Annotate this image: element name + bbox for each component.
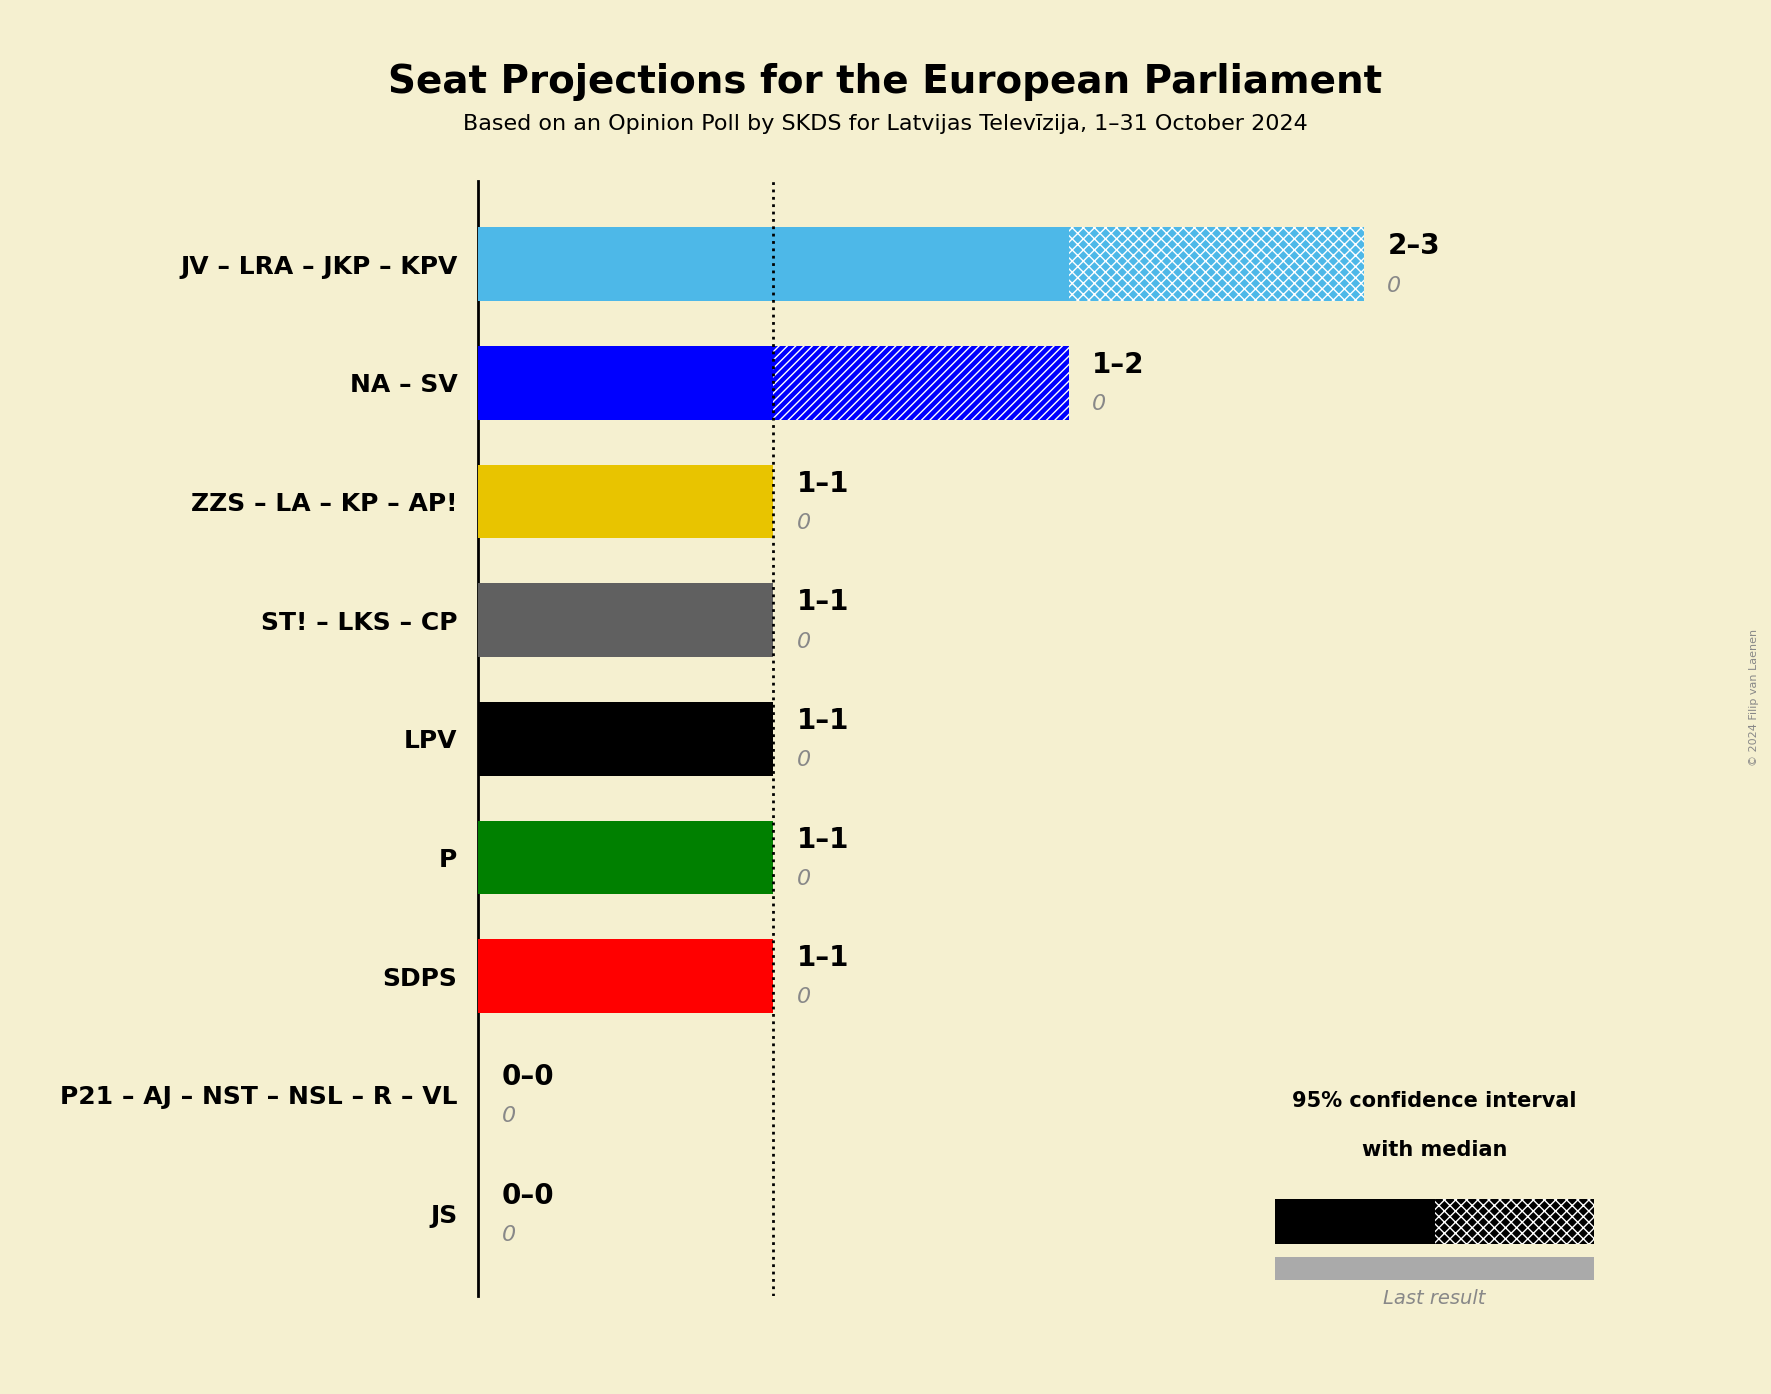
Text: 0: 0 <box>797 513 811 533</box>
Text: 2–3: 2–3 <box>1387 233 1440 261</box>
Text: 0–0: 0–0 <box>501 1064 554 1092</box>
Text: 1–1: 1–1 <box>797 470 850 498</box>
Text: 1–1: 1–1 <box>797 707 850 735</box>
Bar <box>478 584 774 657</box>
Text: © 2024 Filip van Laenen: © 2024 Filip van Laenen <box>1748 629 1759 765</box>
Text: 0: 0 <box>797 987 811 1008</box>
Text: 0: 0 <box>501 1105 515 1126</box>
Bar <box>478 821 774 894</box>
Text: 1–1: 1–1 <box>797 825 850 853</box>
Text: 0–0: 0–0 <box>501 1182 554 1210</box>
Text: 0: 0 <box>797 868 811 889</box>
Bar <box>478 940 774 1013</box>
Bar <box>1275 1199 1435 1243</box>
Bar <box>478 227 1068 301</box>
Text: 1–1: 1–1 <box>797 588 850 616</box>
Bar <box>1275 1257 1594 1280</box>
Text: 1–2: 1–2 <box>1093 351 1144 379</box>
Bar <box>478 703 774 775</box>
Text: Last result: Last result <box>1383 1289 1486 1309</box>
Text: Seat Projections for the European Parliament: Seat Projections for the European Parlia… <box>388 63 1383 100</box>
Text: 95% confidence interval: 95% confidence interval <box>1293 1092 1576 1111</box>
Text: Based on an Opinion Poll by SKDS for Latvijas Televīzija, 1–31 October 2024: Based on an Opinion Poll by SKDS for Lat… <box>464 114 1307 134</box>
Text: 1–1: 1–1 <box>797 944 850 972</box>
Text: 0: 0 <box>1093 395 1107 414</box>
Text: 0: 0 <box>501 1225 515 1245</box>
Bar <box>1068 227 1364 301</box>
Text: with median: with median <box>1362 1140 1507 1160</box>
Text: 0: 0 <box>797 631 811 651</box>
Bar <box>478 464 774 538</box>
Bar <box>774 346 1068 420</box>
Bar <box>478 346 774 420</box>
Bar <box>1435 1199 1594 1243</box>
Text: 0: 0 <box>797 750 811 769</box>
Text: 0: 0 <box>1387 276 1401 296</box>
